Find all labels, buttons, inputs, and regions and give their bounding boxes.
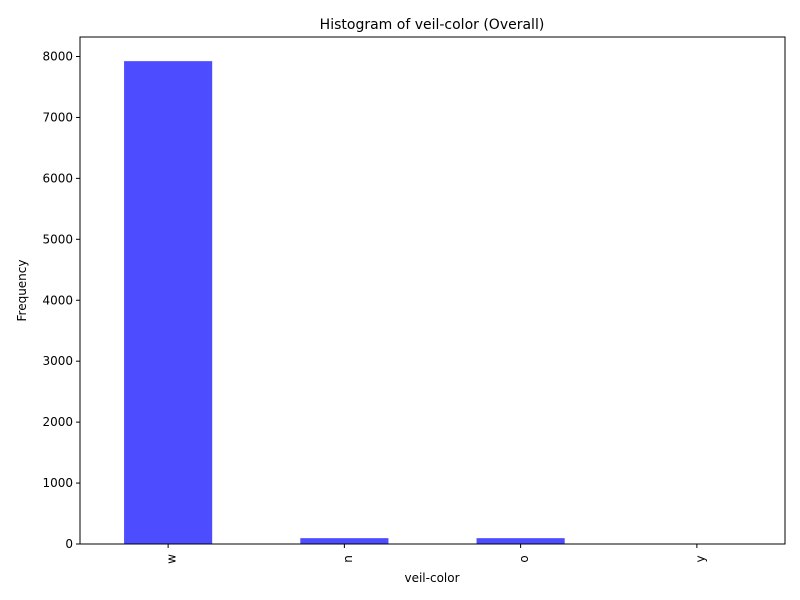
bar-n [300, 538, 389, 544]
y-tick-label-5000: 5000 [42, 232, 73, 246]
x-tick-label-o: o [517, 555, 531, 562]
y-tick-label-1000: 1000 [42, 476, 73, 490]
y-tick-label-2000: 2000 [42, 415, 73, 429]
y-tick-label-3000: 3000 [42, 354, 73, 368]
chart-title: Histogram of veil-color (Overall) [320, 17, 545, 33]
y-tick-label-0: 0 [65, 537, 73, 551]
axes-frame [79, 36, 786, 545]
x-axis-label: veil-color [404, 571, 459, 585]
plot-area: w n o y 0 1000 2000 3000 4000 5000 6000 7000 8000 [42, 50, 741, 564]
y-tick-label-8000: 8000 [42, 50, 73, 64]
x-tick-label-y: y [693, 555, 707, 562]
y-tick-label-7000: 7000 [42, 110, 73, 124]
x-tick-label-n: n [341, 555, 355, 563]
y-axis-label: Frequency [15, 260, 29, 322]
bar-w [124, 61, 213, 544]
y-tick-label-6000: 6000 [42, 171, 73, 185]
bar-o [476, 538, 565, 544]
y-tick-label-4000: 4000 [42, 293, 73, 307]
x-tick-label-w: w [165, 554, 179, 564]
